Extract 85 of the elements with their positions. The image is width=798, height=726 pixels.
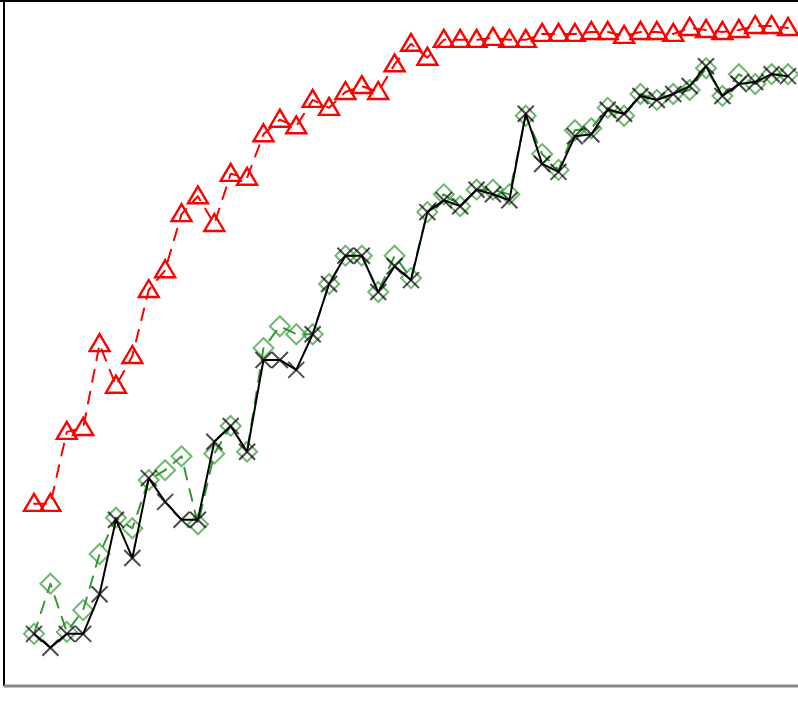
point [448, 28, 472, 49]
point [22, 492, 46, 513]
point [596, 20, 619, 41]
point [41, 638, 60, 657]
point [500, 191, 519, 210]
point [383, 244, 406, 267]
point [252, 337, 275, 360]
point [547, 22, 570, 43]
point [170, 445, 193, 468]
point [350, 74, 374, 95]
point [678, 16, 701, 37]
point [154, 459, 177, 482]
point [172, 510, 191, 529]
point [744, 14, 767, 35]
point [188, 510, 207, 529]
point [121, 344, 144, 365]
point [205, 432, 224, 451]
point [432, 183, 455, 206]
point [285, 323, 308, 346]
point [434, 191, 453, 210]
point [285, 115, 308, 135]
point [580, 117, 603, 140]
point [156, 492, 175, 511]
point [268, 315, 291, 338]
point [565, 127, 584, 146]
point [711, 20, 734, 41]
point [287, 360, 306, 379]
point [481, 26, 505, 47]
point [39, 492, 62, 513]
point [416, 46, 439, 66]
point [252, 123, 275, 143]
point [694, 18, 718, 39]
point [383, 53, 406, 73]
point [612, 24, 636, 45]
point [270, 350, 289, 369]
point [186, 185, 210, 205]
point [88, 332, 111, 353]
point [74, 624, 93, 643]
point [629, 20, 652, 41]
point [483, 185, 502, 204]
point [533, 154, 552, 173]
point [121, 517, 144, 540]
point [727, 18, 751, 39]
point [317, 96, 341, 117]
point [662, 22, 685, 43]
point [729, 75, 748, 94]
point [580, 20, 603, 41]
point [760, 14, 783, 35]
point [465, 28, 488, 49]
point [498, 183, 521, 206]
point [219, 162, 242, 183]
point [563, 22, 587, 43]
point [72, 599, 95, 622]
point [432, 28, 455, 49]
point [88, 543, 111, 565]
point [153, 259, 177, 279]
point [678, 79, 701, 102]
point [563, 119, 586, 142]
point [170, 202, 193, 223]
point [582, 125, 601, 144]
point [203, 442, 226, 465]
point [334, 80, 357, 101]
point [530, 22, 554, 43]
point [498, 28, 521, 49]
point [39, 572, 62, 595]
point [301, 88, 324, 109]
point [680, 77, 699, 96]
point [645, 20, 669, 41]
point [55, 420, 78, 441]
point [235, 166, 259, 186]
point [254, 350, 273, 369]
point [776, 16, 798, 37]
point [481, 178, 504, 201]
point [399, 32, 423, 53]
point [71, 416, 95, 437]
point [385, 257, 404, 276]
point [137, 278, 160, 299]
point [90, 585, 109, 604]
point [268, 108, 292, 128]
point [123, 548, 142, 567]
point [203, 212, 226, 233]
point [186, 513, 209, 536]
point [514, 28, 537, 49]
point [367, 80, 390, 101]
point [104, 374, 128, 394]
